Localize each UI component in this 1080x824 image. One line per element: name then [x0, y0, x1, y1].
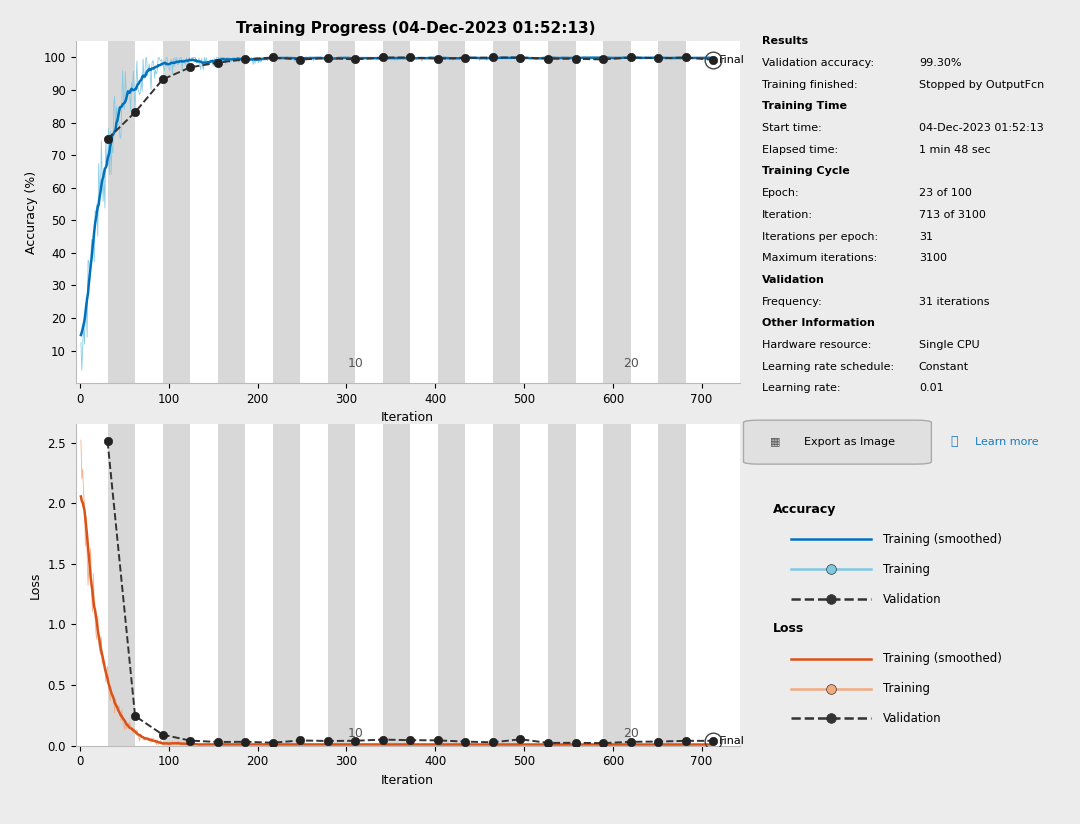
Text: Training: Training [883, 682, 930, 695]
Text: Training Time: Training Time [762, 101, 848, 111]
Bar [548, 41, 576, 383]
Bar [108, 41, 135, 383]
Bar [273, 41, 300, 383]
Text: Accuracy: Accuracy [773, 503, 837, 516]
Text: Training finished:: Training finished: [762, 80, 858, 90]
Bar [603, 41, 631, 383]
Text: Hardware resource:: Hardware resource: [762, 340, 872, 350]
Bar [108, 424, 135, 746]
Text: 10: 10 [348, 357, 363, 370]
Text: 713 of 3100: 713 of 3100 [919, 210, 986, 220]
Text: 20: 20 [623, 357, 638, 370]
Text: Training Cycle: Training Cycle [762, 166, 850, 176]
Text: Frequency:: Frequency: [762, 297, 823, 307]
Text: 10: 10 [348, 727, 363, 740]
Bar [218, 41, 245, 383]
Y-axis label: Loss: Loss [29, 571, 42, 599]
Text: Learning rate:: Learning rate: [762, 383, 840, 393]
FancyBboxPatch shape [743, 420, 931, 464]
Bar [548, 424, 576, 746]
Text: Results: Results [762, 36, 809, 46]
Text: Other Information: Other Information [762, 318, 875, 328]
Text: Maximum iterations:: Maximum iterations: [762, 253, 878, 263]
Text: Final: Final [718, 736, 744, 746]
Bar [658, 41, 686, 383]
Bar [273, 424, 300, 746]
Bar [658, 424, 686, 746]
Text: Export as Image: Export as Image [805, 437, 895, 447]
Text: Elapsed time:: Elapsed time: [762, 145, 838, 155]
X-axis label: Iteration: Iteration [381, 774, 434, 787]
Text: Training: Training [883, 563, 930, 576]
Text: Constant: Constant [919, 362, 969, 372]
Bar [163, 424, 190, 746]
Bar [603, 424, 631, 746]
Text: Iteration:: Iteration: [762, 210, 813, 220]
Text: Stopped by OutputFcn: Stopped by OutputFcn [919, 80, 1044, 90]
Y-axis label: Accuracy (%): Accuracy (%) [25, 171, 38, 254]
Text: Training Progress (04-Dec-2023 01:52:13): Training Progress (04-Dec-2023 01:52:13) [237, 21, 595, 35]
Text: Loss: Loss [773, 622, 805, 635]
Bar [437, 41, 465, 383]
Bar [437, 424, 465, 746]
Text: Training (smoothed): Training (smoothed) [883, 653, 1002, 665]
Text: Validation: Validation [883, 592, 942, 606]
Text: 3100: 3100 [919, 253, 947, 263]
Text: Validation: Validation [883, 712, 942, 725]
Bar [382, 424, 410, 746]
Bar [218, 424, 245, 746]
Text: Training (smoothed): Training (smoothed) [883, 533, 1002, 545]
Text: Iterations per epoch:: Iterations per epoch: [762, 232, 878, 241]
Bar [492, 41, 521, 383]
Text: Start time:: Start time: [762, 123, 822, 133]
Text: Final: Final [718, 54, 744, 65]
Text: Validation accuracy:: Validation accuracy: [762, 58, 875, 68]
Text: 23 of 100: 23 of 100 [919, 188, 972, 198]
Text: Epoch:: Epoch: [762, 188, 800, 198]
Text: 20: 20 [623, 727, 638, 740]
X-axis label: Iteration: Iteration [381, 411, 434, 424]
Bar [163, 41, 190, 383]
Text: ⓘ: ⓘ [950, 435, 958, 448]
Bar [328, 41, 355, 383]
Text: Learning rate schedule:: Learning rate schedule: [762, 362, 894, 372]
Text: Single CPU: Single CPU [919, 340, 980, 350]
Text: 0.01: 0.01 [919, 383, 944, 393]
Text: 04-Dec-2023 01:52:13: 04-Dec-2023 01:52:13 [919, 123, 1043, 133]
Text: 31 iterations: 31 iterations [919, 297, 989, 307]
Text: Validation: Validation [762, 275, 825, 285]
Text: 31: 31 [919, 232, 933, 241]
Bar [382, 41, 410, 383]
Text: 1 min 48 sec: 1 min 48 sec [919, 145, 990, 155]
Text: ▦: ▦ [770, 437, 780, 447]
Text: Learn more: Learn more [975, 437, 1039, 447]
Text: 99.30%: 99.30% [919, 58, 961, 68]
Bar [328, 424, 355, 746]
Bar [492, 424, 521, 746]
